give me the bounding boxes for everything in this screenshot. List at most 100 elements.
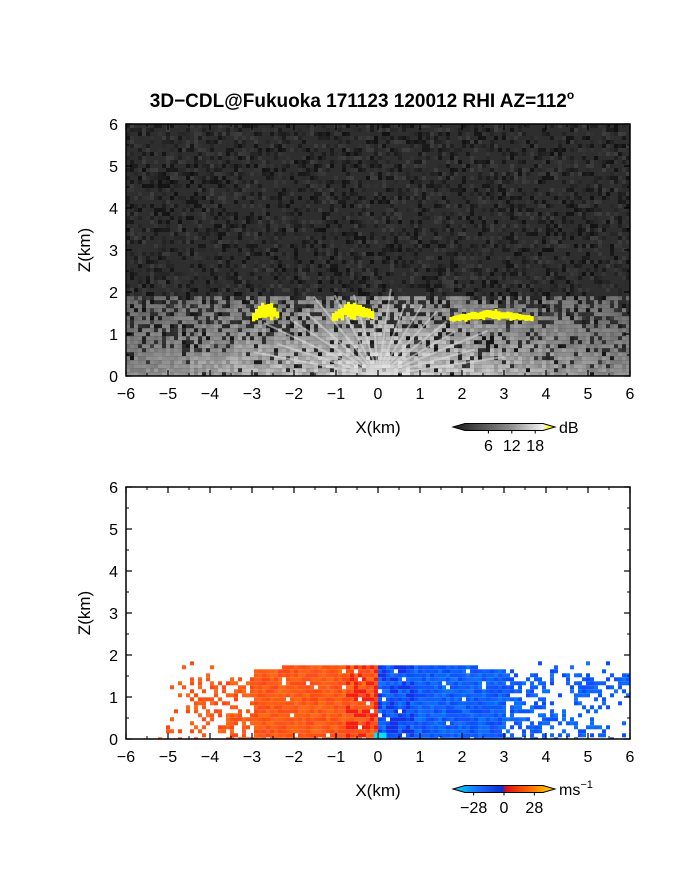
- noise-cell: [322, 152, 326, 156]
- noise-cell: [310, 288, 314, 292]
- noise-cell: [218, 168, 222, 172]
- noise-cell: [526, 160, 530, 164]
- noise-cell: [514, 168, 518, 172]
- noise-cell: [394, 252, 398, 256]
- noise-cell: [222, 176, 226, 180]
- haze-cell: [274, 296, 278, 301]
- noise-cell: [506, 204, 510, 208]
- noise-cell: [570, 204, 574, 208]
- noise-cell: [538, 152, 542, 156]
- noise-cell: [610, 304, 614, 308]
- noise-cell: [434, 248, 438, 252]
- noise-cell: [434, 176, 438, 180]
- noise-cell: [462, 364, 466, 368]
- noise-cell: [586, 288, 590, 292]
- noise-cell: [466, 284, 470, 288]
- noise-cell: [554, 168, 558, 172]
- noise-cell: [194, 128, 198, 132]
- noise-cell: [318, 132, 322, 136]
- noise-cell: [150, 192, 154, 196]
- noise-cell: [402, 168, 406, 172]
- noise-cell: [606, 212, 610, 216]
- noise-cell: [454, 276, 458, 280]
- noise-cell: [594, 268, 598, 272]
- noise-cell: [558, 188, 562, 192]
- haze-cell: [134, 312, 138, 317]
- noise-cell: [382, 256, 386, 260]
- noise-cell: [550, 136, 554, 140]
- noise-cell: [382, 248, 386, 252]
- noise-cell: [378, 160, 382, 164]
- noise-cell: [606, 224, 610, 228]
- noise-cell: [274, 352, 278, 356]
- noise-cell: [222, 132, 226, 136]
- noise-cell: [210, 176, 214, 180]
- noise-cell: [162, 252, 166, 256]
- noise-cell: [142, 204, 146, 208]
- noise-cell: [414, 340, 418, 344]
- noise-cell: [274, 264, 278, 268]
- noise-cell: [418, 180, 422, 184]
- noise-cell: [598, 260, 602, 264]
- noise-cell: [530, 196, 534, 200]
- noise-cell: [178, 232, 182, 236]
- noise-cell: [306, 184, 310, 188]
- noise-cell: [266, 168, 270, 172]
- noise-cell: [398, 212, 402, 216]
- noise-cell: [286, 252, 290, 256]
- noise-cell: [426, 216, 430, 220]
- noise-cell: [174, 184, 178, 188]
- noise-cell: [146, 188, 150, 192]
- noise-cell: [346, 196, 350, 200]
- noise-cell: [606, 196, 610, 200]
- noise-cell: [282, 192, 286, 196]
- noise-cell: [510, 192, 514, 196]
- haze-cell: [494, 300, 498, 305]
- noise-cell: [506, 192, 510, 196]
- noise-cell: [294, 216, 298, 220]
- noise-cell: [414, 176, 418, 180]
- noise-cell: [142, 144, 146, 148]
- noise-cell: [266, 252, 270, 256]
- noise-cell: [606, 200, 610, 204]
- noise-cell: [342, 152, 346, 156]
- noise-cell: [386, 164, 390, 168]
- noise-cell: [370, 200, 374, 204]
- noise-cell: [318, 248, 322, 252]
- noise-cell: [282, 164, 286, 168]
- noise-cell: [614, 272, 618, 276]
- noise-cell: [362, 168, 366, 172]
- noise-cell: [150, 236, 154, 240]
- noise-cell: [574, 296, 578, 300]
- noise-cell: [570, 192, 574, 196]
- noise-cell: [570, 188, 574, 192]
- noise-cell: [470, 264, 474, 268]
- noise-cell: [234, 224, 238, 228]
- noise-cell: [586, 220, 590, 224]
- haze-cell: [526, 308, 530, 313]
- haze-cell: [590, 308, 594, 313]
- haze-cell: [286, 296, 290, 301]
- noise-cell: [214, 256, 218, 260]
- noise-cell: [594, 188, 598, 192]
- noise-cell: [490, 148, 494, 152]
- noise-cell: [286, 156, 290, 160]
- noise-cell: [162, 276, 166, 280]
- noise-cell: [486, 320, 490, 324]
- noise-cell: [318, 192, 322, 196]
- noise-cell: [130, 260, 134, 264]
- noise-cell: [618, 236, 622, 240]
- noise-cell: [302, 160, 306, 164]
- noise-cell: [254, 220, 258, 224]
- noise-cell: [502, 248, 506, 252]
- haze-cell: [418, 304, 422, 309]
- haze-cell: [570, 300, 574, 305]
- noise-cell: [406, 268, 410, 272]
- noise-cell: [134, 240, 138, 244]
- noise-cell: [538, 204, 542, 208]
- noise-cell: [126, 136, 130, 140]
- noise-cell: [482, 236, 486, 240]
- noise-cell: [142, 336, 146, 340]
- haze-cell: [290, 308, 294, 313]
- noise-cell: [330, 188, 334, 192]
